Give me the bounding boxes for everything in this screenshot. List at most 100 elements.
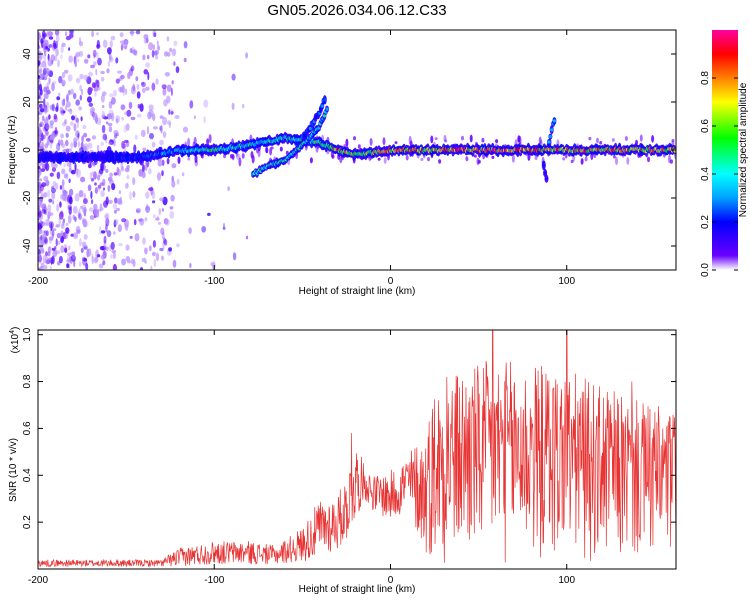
noise-speckle xyxy=(461,135,464,141)
noise-speckle xyxy=(39,265,44,270)
noise-speckle xyxy=(67,215,72,224)
noise-speckle xyxy=(126,182,129,188)
noise-speckle xyxy=(166,36,170,42)
noise-speckle xyxy=(38,61,42,65)
noise-speckle xyxy=(45,124,51,130)
noise-speckle xyxy=(142,164,145,173)
snr-xlabel: Height of straight line (km) xyxy=(299,584,416,595)
noise-speckle xyxy=(126,109,132,117)
noise-speckle xyxy=(93,256,98,264)
noise-speckle xyxy=(242,103,245,109)
noise-speckle xyxy=(103,200,108,208)
noise-speckle xyxy=(74,114,78,122)
noise-speckle xyxy=(120,104,126,111)
noise-speckle xyxy=(113,138,116,147)
noise-speckle xyxy=(58,75,63,84)
noise-speckle xyxy=(123,139,129,144)
noise-speckle xyxy=(61,168,66,175)
y-tick-label: 0.8 xyxy=(22,374,33,388)
noise-speckle xyxy=(115,78,120,84)
noise-speckle xyxy=(285,150,289,156)
y-tick-label: 0.2 xyxy=(22,515,33,529)
noise-speckle xyxy=(309,157,313,164)
y-tick-label: -20 xyxy=(22,190,33,205)
noise-speckle xyxy=(142,54,146,61)
noise-speckle xyxy=(383,157,387,164)
noise-speckle xyxy=(126,174,130,180)
noise-speckle xyxy=(183,41,188,49)
noise-speckle xyxy=(141,171,146,179)
noise-speckle xyxy=(43,175,49,182)
noise-speckle xyxy=(126,260,132,264)
noise-speckle xyxy=(169,211,175,219)
noise-speckle xyxy=(100,94,105,103)
noise-speckle xyxy=(83,193,86,200)
noise-speckle xyxy=(48,36,54,40)
y-tick-label: 20 xyxy=(22,96,33,108)
noise-speckle xyxy=(105,223,108,233)
noise-speckle xyxy=(162,87,167,96)
noise-speckle xyxy=(110,35,116,41)
noise-speckle xyxy=(580,158,584,165)
noise-speckle xyxy=(38,75,41,79)
noise-speckle xyxy=(189,100,194,109)
noise-speckle xyxy=(94,187,98,194)
noise-speckle xyxy=(121,84,125,94)
noise-speckle xyxy=(51,103,55,112)
colorbar-tick-label: 0.8 xyxy=(700,71,711,85)
noise-speckle xyxy=(132,177,136,186)
noise-speckle xyxy=(49,135,54,141)
noise-speckle xyxy=(102,260,106,266)
noise-speckle xyxy=(58,92,61,97)
noise-speckle xyxy=(108,101,113,109)
noise-speckle xyxy=(162,241,165,250)
noise-speckle xyxy=(105,246,109,252)
noise-speckle xyxy=(70,170,74,174)
noise-speckle xyxy=(430,135,434,144)
noise-speckle xyxy=(68,168,72,173)
noise-speckle xyxy=(93,171,97,180)
noise-speckle xyxy=(158,221,161,225)
noise-speckle xyxy=(87,184,92,192)
noise-speckle xyxy=(170,87,173,97)
noise-speckle xyxy=(48,237,52,244)
noise-speckle xyxy=(61,185,65,194)
noise-speckle xyxy=(117,200,123,205)
noise-speckle xyxy=(172,259,177,268)
noise-speckle xyxy=(80,176,86,183)
noise-speckle xyxy=(67,74,73,82)
noise-speckle xyxy=(47,246,51,253)
noise-speckle xyxy=(65,101,71,108)
noise-speckle xyxy=(43,92,49,100)
noise-speckle xyxy=(78,261,82,267)
noise-speckle xyxy=(103,235,107,244)
noise-speckle xyxy=(39,121,44,127)
noise-speckle xyxy=(63,244,68,249)
noise-speckle xyxy=(44,222,48,227)
noise-speckle xyxy=(38,168,42,176)
spectral-core xyxy=(552,119,557,123)
noise-speckle xyxy=(48,44,53,48)
noise-speckle xyxy=(245,52,249,59)
noise-speckle xyxy=(96,51,99,60)
noise-speckle xyxy=(133,144,137,154)
noise-speckle xyxy=(41,60,47,68)
noise-speckle xyxy=(71,169,76,175)
noise-speckle xyxy=(357,144,361,149)
noise-speckle xyxy=(127,72,131,80)
noise-speckle xyxy=(140,129,146,138)
noise-speckle xyxy=(141,81,146,88)
noise-speckle xyxy=(45,45,48,50)
noise-speckle xyxy=(152,30,157,37)
noise-speckle xyxy=(79,84,82,92)
noise-speckle xyxy=(156,172,162,181)
noise-speckle xyxy=(163,99,168,107)
noise-speckle xyxy=(156,215,159,220)
noise-speckle xyxy=(43,76,47,81)
snr-multiplier: (x104) xyxy=(9,327,21,354)
noise-speckle xyxy=(208,134,212,143)
x-tick-label: -100 xyxy=(204,276,224,287)
noise-speckle xyxy=(193,115,196,120)
noise-speckle xyxy=(150,265,153,270)
x-tick-label: -200 xyxy=(28,575,48,586)
